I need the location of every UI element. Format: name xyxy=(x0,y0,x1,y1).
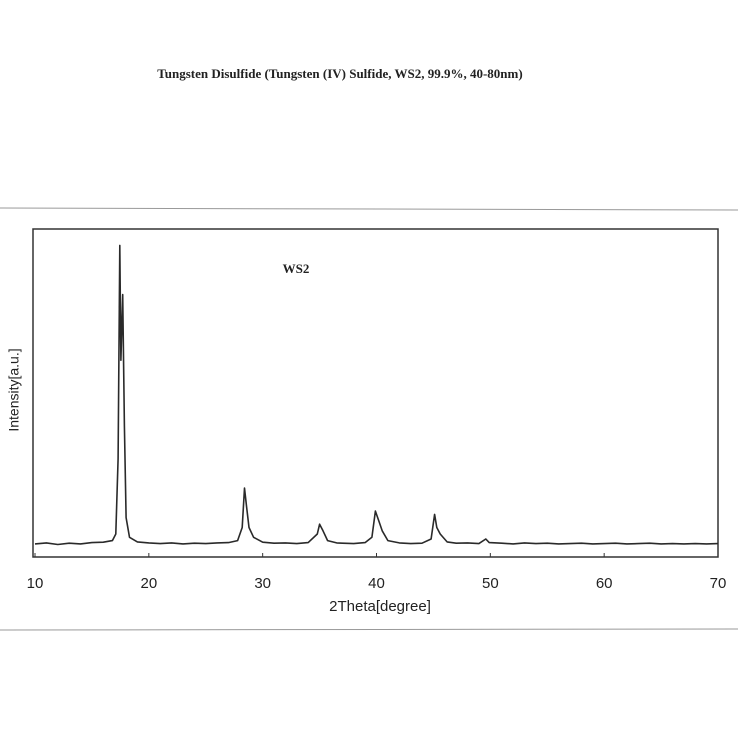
y-axis-label: Intensity[a.u.] xyxy=(6,348,22,431)
xrd-line xyxy=(34,244,719,546)
x-axis-label: 2Theta[degree] xyxy=(329,598,431,615)
x-tick-label: 40 xyxy=(368,575,385,592)
x-tick-label: 20 xyxy=(140,575,157,592)
x-tick-label: 50 xyxy=(482,575,499,592)
scan-edge xyxy=(0,628,738,631)
chart-title: Tungsten Disulfide (Tungsten (IV) Sulfid… xyxy=(157,66,522,81)
x-tick-label: 60 xyxy=(596,575,613,592)
x-tick-label: 30 xyxy=(254,575,271,592)
x-tick-label: 10 xyxy=(27,575,44,592)
scan-edge xyxy=(0,207,738,211)
x-tick-label: 70 xyxy=(710,575,727,592)
plot-frame xyxy=(32,228,719,558)
annotation: WS2 xyxy=(283,261,310,276)
